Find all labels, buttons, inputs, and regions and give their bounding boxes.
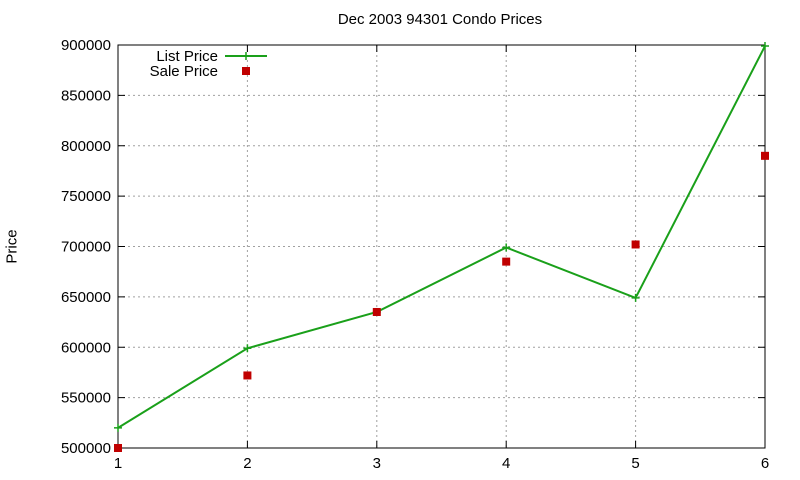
list-price-point — [243, 344, 252, 353]
chart-title: Dec 2003 94301 Condo Prices — [337, 11, 543, 28]
y-tick-label: 800000 — [61, 138, 111, 155]
x-tick-label: 4 — [502, 455, 510, 472]
series-layer — [114, 42, 769, 452]
y-tick-label: 900000 — [61, 37, 111, 54]
legend-label-list-price: List Price — [156, 48, 218, 65]
tick-labels: 500000 550000 600000 650000 700000 750000 8000… — [61, 37, 769, 472]
x-tick-label: 5 — [631, 455, 639, 472]
list-price-point — [502, 243, 511, 252]
x-tick-label: 2 — [243, 455, 251, 472]
sale-price-point — [114, 444, 122, 452]
grid-lines — [117, 44, 766, 449]
sale-price-point — [243, 371, 252, 380]
plot-border — [117, 44, 766, 449]
x-tick-label: 6 — [761, 455, 769, 472]
x-tick-label: 1 — [114, 455, 122, 472]
y-tick-label: 750000 — [61, 188, 111, 205]
list-price-point — [114, 423, 122, 432]
y-tick-label: 600000 — [61, 339, 111, 356]
y-tick-label: 700000 — [61, 239, 111, 256]
y-tick-label: 850000 — [61, 87, 111, 104]
list-price-point — [761, 42, 769, 51]
legend-label-sale-price: Sale Price — [150, 63, 218, 80]
list-price-line — [117, 45, 766, 429]
axes — [117, 44, 766, 449]
legend-marker-list-price — [242, 52, 250, 60]
x-tick-label: 3 — [373, 455, 381, 472]
legend-swatch-sale-price — [242, 67, 250, 75]
y-tick-label: 550000 — [61, 390, 111, 407]
sale-price-point — [502, 257, 511, 266]
list-price-point — [631, 293, 640, 302]
y-tick-label: 650000 — [61, 289, 111, 306]
y-tick-label: 500000 — [61, 440, 111, 457]
sale-price-point — [761, 151, 769, 160]
sale-price-point — [372, 307, 381, 316]
sale-price-point — [631, 240, 640, 249]
